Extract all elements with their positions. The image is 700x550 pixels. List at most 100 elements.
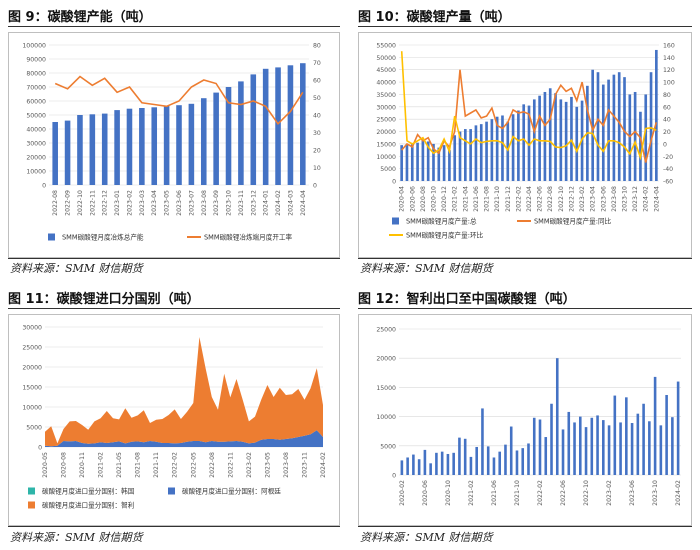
x-tick-label: 2021-08 [484, 186, 491, 212]
x-tick-label: 2021-04 [462, 186, 469, 212]
figure-title: 图 10：碳酸锂产量（吨） [358, 10, 511, 25]
source-note: 资料来源：SMM 财信期货 [360, 262, 493, 275]
x-tick-label: 2023-02 [246, 452, 253, 478]
bar [429, 463, 432, 475]
x-tick-label: 2021-06 [491, 480, 498, 506]
x-tick-label: 2020-10 [430, 186, 437, 212]
x-tick-label: 2023-07 [188, 190, 195, 216]
bar [416, 142, 419, 181]
x-tick-label: 2022-06 [537, 186, 544, 212]
y-tick-label: 0 [392, 473, 396, 480]
bar [564, 101, 568, 181]
figure-12: 图 12：智利出口至中国碳酸锂（吨） 0 5000 10000 15000 20000 2… [358, 288, 692, 550]
bar [262, 68, 269, 185]
bar [400, 460, 404, 475]
x-tick-label: 2023-06 [629, 480, 636, 506]
bar [596, 72, 600, 181]
bar [671, 417, 674, 475]
x-tick-label: 2023-02 [606, 480, 613, 506]
y2-tick-label: 120 [663, 67, 675, 74]
bar [114, 110, 120, 185]
x-tick-label: 2023-03 [139, 190, 146, 216]
bar [515, 450, 519, 475]
bar [517, 110, 520, 181]
source-rule [358, 258, 692, 259]
legend-label: SMM碳酸锂月度冶炼总产能 [62, 233, 144, 242]
y2-tick-label: 70 [313, 60, 321, 67]
bar [504, 444, 507, 475]
legend-label: SMM碳酸锂月度产量:同比 [534, 217, 612, 226]
series-line [400, 51, 657, 161]
capacity-chart: 0 10000 20000 30000 40000 50000 60000 70000 8000… [22, 43, 321, 242]
chart-panel: 0 10000 20000 30000 40000 50000 60000 70000 8000… [8, 32, 340, 258]
x-tick-label: 2023-08 [611, 186, 618, 212]
bar [639, 111, 642, 181]
bar [475, 446, 478, 475]
area-series [45, 337, 323, 447]
bar [200, 98, 207, 185]
x-tick-label: 2022-04 [526, 186, 533, 212]
bar [490, 119, 494, 181]
bar [485, 121, 488, 181]
y2-tick-label: 20 [313, 148, 321, 155]
x-tick-label: 2021-02 [452, 186, 459, 212]
y-tick-label: 50000 [376, 55, 396, 62]
bar [469, 129, 472, 181]
bar [544, 437, 548, 475]
bar [479, 124, 483, 181]
bar [676, 381, 680, 475]
y-tick-label: 60000 [26, 99, 46, 106]
bar [442, 145, 446, 181]
bar [584, 427, 588, 475]
x-tick-label: 2023-08 [283, 452, 290, 478]
x-tick-label: 2021-02 [468, 480, 475, 506]
x-tick-label: 2024-04 [653, 186, 660, 212]
x-tick-label: 2020-08 [420, 186, 427, 212]
bar [492, 457, 496, 475]
y2-tick-label: 40 [313, 113, 321, 120]
bar [644, 94, 648, 181]
bar [623, 77, 626, 181]
bar [446, 453, 450, 475]
import-by-country-chart: 0 5000 10000 15000 20000 25000 30000 2020-05 202… [22, 325, 327, 510]
bar [275, 67, 281, 185]
bar [607, 425, 611, 475]
legend-swatch [28, 487, 35, 495]
bar [550, 403, 553, 475]
bar [405, 143, 409, 181]
bar [432, 143, 435, 181]
x-tick-label: 2021-10 [514, 480, 521, 506]
output-chart: 0 5000 10000 15000 20000 25000 30000 35000 40000… [376, 43, 675, 240]
x-tick-label: 2022-10 [583, 480, 590, 506]
chart-panel: 0 5000 10000 15000 20000 25000 2020-02 2020-06 2… [358, 314, 692, 526]
bar [543, 91, 547, 181]
y-tick-label: 80000 [26, 71, 46, 78]
source-note: 资料来源：SMM 财信期货 [10, 531, 143, 544]
x-tick-label: 2024-02 [675, 480, 682, 506]
bar [659, 425, 663, 475]
legend-swatch [28, 501, 35, 509]
bar [665, 394, 668, 475]
title-rule [8, 308, 340, 309]
bar [607, 79, 610, 181]
x-tick-label: 2020-06 [422, 480, 429, 506]
bar [532, 417, 536, 475]
figure-10: 图 10：碳酸锂产量（吨） 0 5000 10000 15000 20000 25000 3… [358, 6, 692, 278]
figure-9: 图 9：碳酸锂产能（吨） 0 10000 20000 30000 40000 50000 6… [8, 6, 340, 278]
y2-tick-label: 0 [663, 141, 667, 148]
y-tick-label: 20000 [376, 356, 396, 363]
y-tick-label: 15000 [22, 385, 42, 392]
x-tick-label: 2022-10 [77, 190, 84, 216]
y2-tick-label: 100 [663, 80, 675, 87]
source-note: 资料来源：SMM 财信期货 [360, 531, 493, 544]
bar [52, 122, 58, 185]
bar [435, 452, 438, 475]
x-tick-label: 2023-12 [250, 190, 257, 216]
y-tick-label: 20000 [376, 129, 396, 136]
bar [527, 443, 530, 475]
legend-label: 碳酸锂月度进口量分国别：阿根廷 [182, 487, 281, 496]
x-tick-label: 2023-12 [632, 186, 639, 212]
legend-label: 碳酸锂月度进口量分国别：韩国 [42, 487, 135, 496]
bar [521, 448, 525, 475]
bar [486, 446, 490, 475]
